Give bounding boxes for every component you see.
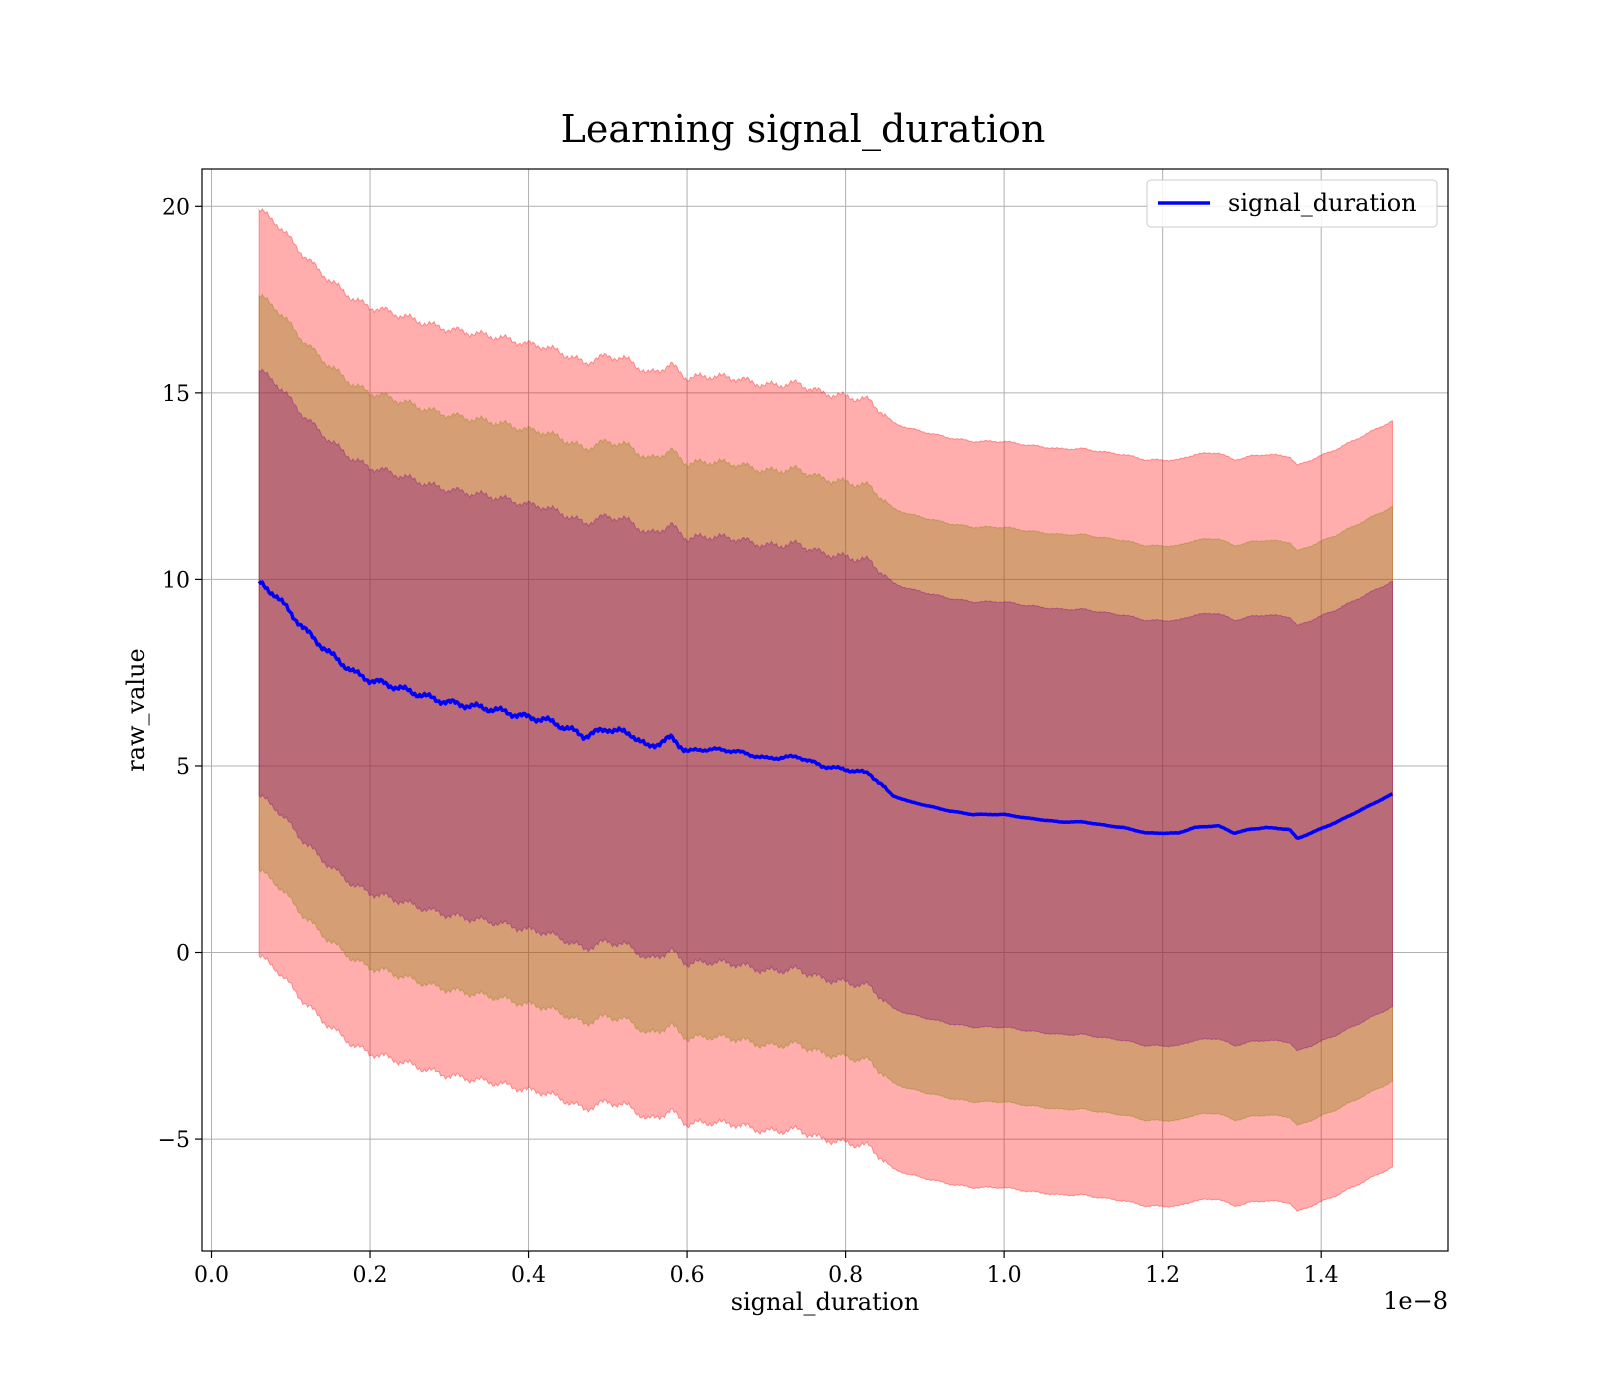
x-axis-label: signal_duration	[731, 1288, 920, 1316]
x-tick-label: 1.4	[1304, 1263, 1339, 1288]
confidence-bands	[258, 207, 1393, 1212]
y-tick-label: 10	[162, 568, 190, 593]
plot-frame	[201, 168, 1449, 1252]
y-tick-label: 20	[162, 195, 190, 220]
legend: signal_duration	[1146, 179, 1438, 228]
y-axis: −5 0 5 10 15 20	[158, 195, 202, 1153]
y-tick-label: 0	[176, 942, 190, 967]
confidence-band	[258, 207, 1393, 1212]
confidence-band	[258, 293, 1393, 1126]
chart-title: Learning signal_duration	[561, 107, 1046, 152]
y-tick-label: 5	[176, 755, 190, 780]
x-tick-label: 1.2	[1145, 1263, 1180, 1288]
legend-entry-signal-duration: signal_duration	[1228, 189, 1417, 217]
x-axis-offset-label: 1e−8	[1383, 1287, 1448, 1315]
x-tick-label: 0.2	[353, 1263, 388, 1288]
x-tick-label: 0.8	[828, 1263, 863, 1288]
legend-box	[1146, 179, 1438, 228]
x-axis: 0.0 0.2 0.4 0.6 0.8 1.0 1.2 1.4	[194, 1251, 1339, 1288]
x-tick-label: 1.0	[987, 1263, 1022, 1288]
confidence-band	[258, 368, 1393, 1052]
series-line-signal-duration	[257, 580, 1394, 840]
x-tick-label: 0.4	[511, 1263, 546, 1288]
y-tick-label: 15	[162, 382, 190, 407]
y-tick-label: −5	[158, 1128, 190, 1153]
x-tick-label: 0.6	[670, 1263, 705, 1288]
y-axis-label: raw_value	[122, 648, 150, 772]
x-tick-label: 0.0	[194, 1263, 229, 1288]
mean-line-layer	[257, 580, 1394, 840]
